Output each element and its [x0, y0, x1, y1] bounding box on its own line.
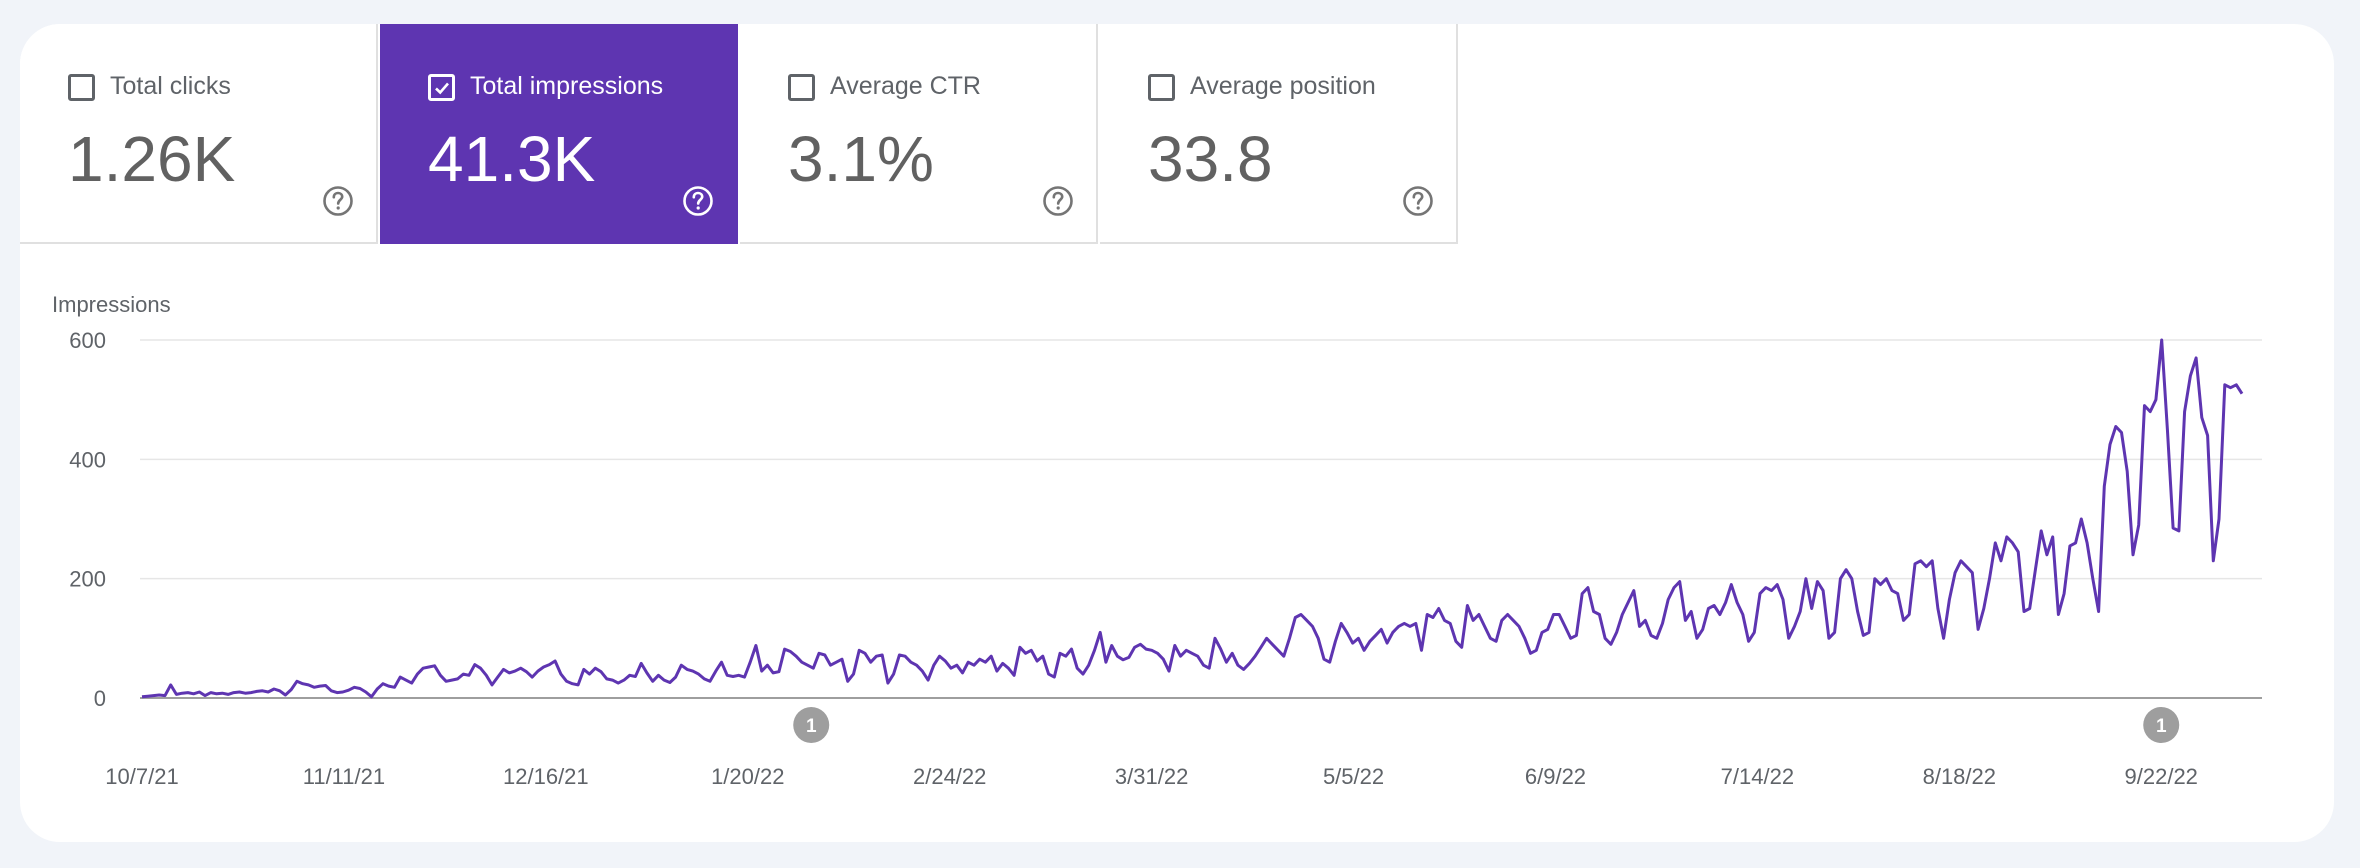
help-icon[interactable]	[321, 184, 355, 218]
metric-value: 41.3K	[428, 123, 596, 195]
x-tick-label: 11/11/21	[303, 764, 385, 789]
annotation-label: 1	[2156, 716, 2167, 737]
annotation-marker	[2143, 707, 2180, 743]
metric-card-total-clicks[interactable]: Total clicks 1.26K	[20, 24, 378, 244]
metric-value: 3.1%	[788, 123, 934, 195]
metric-card-average-ctr[interactable]: Average CTR 3.1%	[740, 24, 1098, 244]
y-tick-label: 600	[69, 328, 106, 353]
checkbox[interactable]	[1148, 74, 1175, 101]
x-tick-label: 6/9/22	[1525, 764, 1586, 789]
x-tick-label: 12/16/21	[503, 764, 589, 789]
y-tick-label: 0	[94, 686, 106, 711]
impressions-line-chart: 0 200 400 600 Impressions 10/7/21 11/11/21 12/1…	[52, 292, 2262, 789]
metric-card-total-impressions[interactable]: Total impressions 41.3K	[380, 24, 738, 244]
metric-label: Total clicks	[110, 72, 231, 100]
x-tick-label: 2/24/22	[913, 764, 986, 789]
checkbox[interactable]	[788, 74, 815, 101]
y-axis-title: Impressions	[52, 292, 171, 317]
x-tick-label: 7/14/22	[1721, 764, 1794, 789]
chart-area: 0 200 400 600 Impressions 10/7/21 11/11/21 12/1…	[20, 24, 2334, 842]
y-tick-label: 200	[69, 567, 106, 592]
annotation-label: 1	[806, 716, 817, 737]
metric-card-average-position[interactable]: Average position 33.8	[1100, 24, 1458, 244]
help-icon[interactable]	[681, 184, 715, 218]
metric-label: Average position	[1190, 72, 1376, 100]
checkmark-icon	[435, 82, 449, 95]
x-tick-label: 10/7/21	[105, 764, 178, 789]
annotation-marker	[793, 707, 830, 743]
x-tick-label: 8/18/22	[1923, 764, 1996, 789]
x-tick-label: 9/22/22	[2125, 764, 2198, 789]
x-tick-label: 3/31/22	[1115, 764, 1188, 789]
help-icon[interactable]	[1041, 184, 1075, 218]
help-icon[interactable]	[1401, 184, 1435, 218]
performance-card: 0 200 400 600 Impressions 10/7/21 11/11/21 12/1…	[20, 24, 2334, 842]
metric-label: Average CTR	[830, 72, 981, 100]
metric-label: Total impressions	[470, 72, 664, 100]
impressions-series-line	[141, 338, 2244, 699]
x-tick-label: 5/5/22	[1323, 764, 1384, 789]
metric-value: 33.8	[1148, 123, 1273, 195]
metric-value: 1.26K	[68, 123, 236, 195]
checkbox[interactable]	[68, 74, 95, 101]
checkbox-checked[interactable]	[428, 74, 455, 101]
x-tick-label: 1/20/22	[711, 764, 784, 789]
y-tick-label: 400	[69, 447, 106, 472]
